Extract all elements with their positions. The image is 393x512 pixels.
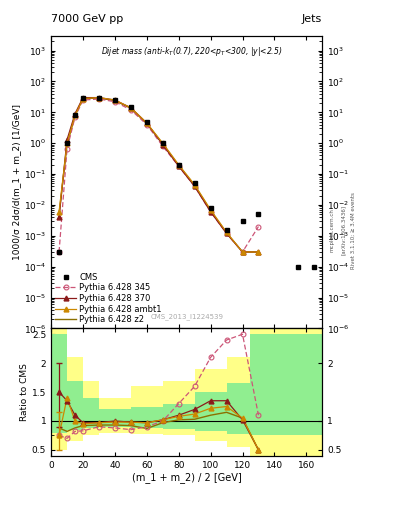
CMS bbox=[312, 264, 317, 270]
Pythia 6.428 ambt1 bbox=[112, 97, 117, 103]
Pythia 6.428 ambt1 bbox=[192, 182, 197, 188]
Pythia 6.428 345 bbox=[256, 223, 261, 229]
Text: [arXiv:1306.3436]: [arXiv:1306.3436] bbox=[341, 205, 345, 255]
Pythia 6.428 345 bbox=[97, 96, 101, 102]
Pythia 6.428 z2 bbox=[112, 97, 117, 103]
CMS bbox=[296, 264, 301, 270]
Pythia 6.428 370 bbox=[256, 249, 261, 255]
Pythia 6.428 345 bbox=[112, 99, 117, 105]
Pythia 6.428 ambt1 bbox=[81, 95, 85, 101]
Pythia 6.428 z2 bbox=[192, 182, 197, 188]
Pythia 6.428 370 bbox=[65, 137, 70, 143]
Pythia 6.428 z2 bbox=[176, 162, 181, 168]
Pythia 6.428 ambt1 bbox=[208, 207, 213, 213]
Pythia 6.428 370 bbox=[176, 163, 181, 169]
Pythia 6.428 z2 bbox=[81, 95, 85, 101]
Pythia 6.428 ambt1 bbox=[240, 249, 245, 255]
Pythia 6.428 345 bbox=[57, 249, 61, 255]
Text: 7000 GeV pp: 7000 GeV pp bbox=[51, 14, 123, 24]
Line: Pythia 6.428 370: Pythia 6.428 370 bbox=[57, 95, 261, 254]
Text: mcplots.cern.ch: mcplots.cern.ch bbox=[330, 208, 334, 252]
Pythia 6.428 z2 bbox=[160, 141, 165, 147]
Line: Pythia 6.428 ambt1: Pythia 6.428 ambt1 bbox=[57, 95, 261, 254]
Pythia 6.428 345 bbox=[240, 249, 245, 255]
Pythia 6.428 z2 bbox=[256, 249, 261, 255]
CMS bbox=[160, 140, 165, 146]
Pythia 6.428 ambt1 bbox=[129, 105, 133, 111]
Pythia 6.428 345 bbox=[224, 230, 229, 237]
Pythia 6.428 370 bbox=[192, 183, 197, 189]
Pythia 6.428 ambt1 bbox=[256, 249, 261, 255]
Pythia 6.428 370 bbox=[81, 95, 85, 101]
Pythia 6.428 370 bbox=[208, 209, 213, 215]
Pythia 6.428 ambt1 bbox=[145, 120, 149, 126]
CMS bbox=[112, 97, 117, 103]
Pythia 6.428 z2 bbox=[145, 120, 149, 126]
Pythia 6.428 345 bbox=[73, 114, 77, 120]
Line: Pythia 6.428 345: Pythia 6.428 345 bbox=[57, 97, 261, 254]
CMS bbox=[256, 211, 261, 217]
Pythia 6.428 345 bbox=[81, 97, 85, 103]
CMS bbox=[97, 95, 101, 101]
X-axis label: (m_1 + m_2) / 2 [GeV]: (m_1 + m_2) / 2 [GeV] bbox=[132, 472, 242, 483]
CMS bbox=[81, 95, 85, 101]
Pythia 6.428 z2 bbox=[97, 95, 101, 101]
Pythia 6.428 345 bbox=[65, 146, 70, 152]
CMS bbox=[129, 104, 133, 110]
Pythia 6.428 370 bbox=[57, 214, 61, 220]
Text: CMS_2013_I1224539: CMS_2013_I1224539 bbox=[150, 313, 223, 319]
CMS bbox=[145, 119, 149, 125]
CMS bbox=[57, 249, 61, 255]
Pythia 6.428 z2 bbox=[208, 208, 213, 214]
Pythia 6.428 z2 bbox=[224, 230, 229, 236]
Pythia 6.428 ambt1 bbox=[160, 140, 165, 146]
Pythia 6.428 ambt1 bbox=[57, 209, 61, 215]
Pythia 6.428 370 bbox=[129, 105, 133, 111]
Pythia 6.428 z2 bbox=[65, 141, 70, 147]
Y-axis label: 1000/σ 2dσ/d(m_1 + m_2) [1/GeV]: 1000/σ 2dσ/d(m_1 + m_2) [1/GeV] bbox=[12, 104, 21, 260]
Pythia 6.428 ambt1 bbox=[224, 229, 229, 236]
CMS bbox=[65, 140, 70, 146]
CMS bbox=[176, 162, 181, 168]
CMS bbox=[208, 205, 213, 211]
Pythia 6.428 370 bbox=[240, 249, 245, 255]
Pythia 6.428 z2 bbox=[73, 113, 77, 119]
Pythia 6.428 370 bbox=[73, 111, 77, 117]
Pythia 6.428 ambt1 bbox=[97, 95, 101, 101]
Pythia 6.428 z2 bbox=[129, 105, 133, 112]
Pythia 6.428 ambt1 bbox=[65, 140, 70, 146]
Pythia 6.428 345 bbox=[129, 107, 133, 113]
CMS bbox=[192, 180, 197, 186]
Text: Jets: Jets bbox=[302, 14, 322, 24]
Pythia 6.428 z2 bbox=[57, 211, 61, 217]
Pythia 6.428 ambt1 bbox=[73, 112, 77, 118]
Pythia 6.428 345 bbox=[208, 209, 213, 215]
Line: Pythia 6.428 z2: Pythia 6.428 z2 bbox=[59, 98, 259, 252]
Y-axis label: Ratio to CMS: Ratio to CMS bbox=[20, 363, 29, 421]
Pythia 6.428 ambt1 bbox=[176, 162, 181, 168]
Pythia 6.428 345 bbox=[145, 121, 149, 127]
Pythia 6.428 345 bbox=[176, 163, 181, 169]
Pythia 6.428 370 bbox=[160, 141, 165, 147]
Text: Rivet 3.1.10; ≥ 3.4M events: Rivet 3.1.10; ≥ 3.4M events bbox=[351, 192, 356, 269]
Text: Dijet mass (anti-k$_T$(0.7), 220<p$_T$<300, |y|<2.5): Dijet mass (anti-k$_T$(0.7), 220<p$_T$<3… bbox=[101, 45, 283, 58]
Legend: CMS, Pythia 6.428 345, Pythia 6.428 370, Pythia 6.428 ambt1, Pythia 6.428 z2: CMS, Pythia 6.428 345, Pythia 6.428 370,… bbox=[55, 272, 162, 324]
Pythia 6.428 z2 bbox=[240, 249, 245, 255]
Pythia 6.428 370 bbox=[224, 230, 229, 237]
Pythia 6.428 370 bbox=[97, 95, 101, 101]
Line: CMS: CMS bbox=[57, 95, 317, 269]
CMS bbox=[224, 227, 229, 233]
CMS bbox=[73, 112, 77, 118]
CMS bbox=[240, 218, 245, 224]
Pythia 6.428 345 bbox=[160, 143, 165, 150]
Pythia 6.428 370 bbox=[112, 97, 117, 103]
Pythia 6.428 370 bbox=[145, 120, 149, 126]
Pythia 6.428 345 bbox=[192, 183, 197, 189]
